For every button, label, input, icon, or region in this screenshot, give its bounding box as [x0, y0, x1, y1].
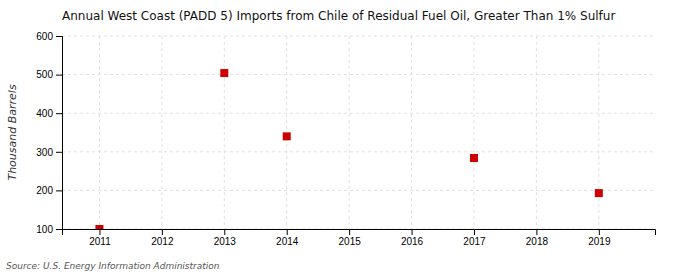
- x-tick-label: 2019: [588, 236, 611, 247]
- grid-line-x: [411, 36, 412, 229]
- x-tick-label: 2012: [151, 236, 174, 247]
- y-tick-label: 500: [36, 69, 53, 80]
- y-tick: 100: [36, 224, 62, 235]
- y-axis-line: [56, 37, 63, 230]
- x-tick: 2019: [588, 229, 611, 247]
- y-tick-mark: [56, 229, 62, 230]
- y-tick-mark: [56, 75, 62, 76]
- x-tick: 2017: [463, 229, 486, 247]
- x-tick-mark: [474, 229, 475, 235]
- grid-line-y: [62, 151, 655, 152]
- x-tick-mark: [412, 229, 413, 235]
- y-tick-mark: [56, 152, 62, 153]
- x-tick-mark: [162, 229, 163, 235]
- x-tick: 2018: [526, 229, 549, 247]
- y-tick-label: 600: [36, 31, 53, 42]
- y-axis: 100 200 300 400 500 600: [36, 31, 62, 235]
- grid-line-x: [99, 36, 100, 229]
- y-tick-label: 300: [36, 147, 53, 158]
- grid: [62, 36, 655, 229]
- x-tick: 2015: [339, 229, 362, 247]
- x-tick: 2012: [151, 229, 174, 247]
- y-tick: 500: [36, 69, 62, 80]
- chart: 2011 2012 2013 2014 2015 2016 2017 2018 2019 100 2…: [0, 0, 675, 275]
- y-tick: 300: [36, 147, 62, 158]
- x-tick-mark: [599, 229, 600, 235]
- grid-line-y: [62, 190, 655, 191]
- y-tick: 400: [36, 108, 62, 119]
- y-tick-mark: [56, 36, 62, 37]
- x-axis-line: [63, 230, 656, 236]
- x-tick: 2011: [89, 229, 111, 247]
- y-tick-label: 400: [36, 108, 53, 119]
- x-tick: 2016: [401, 229, 424, 247]
- title: Annual West Coast (PADD 5) Imports from …: [62, 9, 615, 23]
- y-tick-mark: [56, 190, 62, 191]
- x-tick-label: 2015: [339, 236, 362, 247]
- grid-line-x: [224, 36, 225, 229]
- y-axis-title: Thousand Barrels: [6, 84, 19, 180]
- grid-line-y: [62, 36, 655, 37]
- x-tick: 2013: [214, 229, 237, 247]
- point: [220, 69, 228, 77]
- point: [595, 189, 603, 197]
- x-tick-mark: [349, 229, 350, 235]
- x-tick-label: 2018: [526, 236, 549, 247]
- grid-line-x: [161, 36, 162, 229]
- plot-area: 2011 2012 2013 2014 2015 2016 2017 2018 2019 100 2…: [36, 31, 655, 247]
- grid-line-x: [473, 36, 474, 229]
- x-tick-mark: [536, 229, 537, 235]
- x-tick: 2014: [276, 229, 299, 247]
- x-tick-mark: [224, 229, 225, 235]
- grid-line-y: [62, 113, 655, 114]
- y-tick: 200: [36, 185, 62, 196]
- x-tick-mark: [99, 229, 100, 235]
- x-tick-label: 2016: [401, 236, 424, 247]
- x-tick-label: 2017: [463, 236, 486, 247]
- point: [283, 132, 291, 140]
- grid-line-x: [536, 36, 537, 229]
- y-tick-label: 200: [36, 185, 53, 196]
- x-tick-label: 2013: [214, 236, 237, 247]
- x-axis: 2011 2012 2013 2014 2015 2016 2017 2018 2019: [63, 229, 656, 247]
- point: [95, 225, 103, 229]
- grid-line-y: [62, 74, 655, 75]
- x-tick-mark: [287, 229, 288, 235]
- point: [470, 154, 478, 162]
- grid-line-x: [598, 36, 599, 229]
- y-tick-mark: [56, 113, 62, 114]
- y-tick-label: 100: [36, 224, 53, 235]
- y-tick: 600: [36, 31, 62, 42]
- marks: [95, 69, 602, 229]
- source: Source: U.S. Energy Information Administ…: [6, 261, 220, 271]
- grid-line-x: [349, 36, 350, 229]
- x-tick-label: 2011: [89, 236, 111, 247]
- x-tick-label: 2014: [276, 236, 299, 247]
